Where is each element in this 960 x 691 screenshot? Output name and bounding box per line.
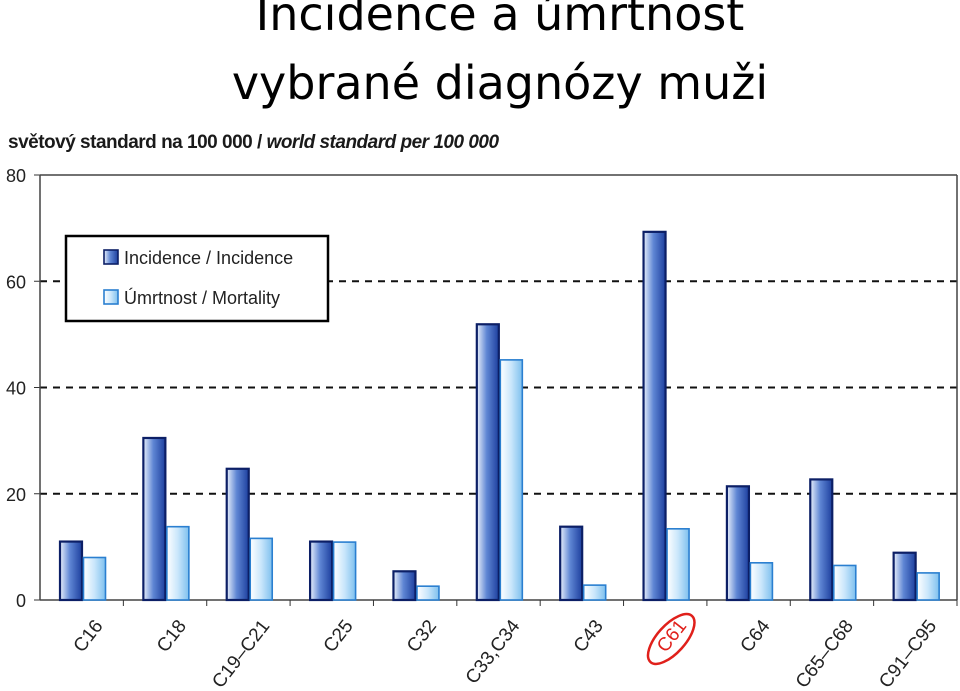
y-tick-label: 40 xyxy=(6,379,26,399)
bars xyxy=(58,230,940,602)
legend-label: Incidence / Incidence xyxy=(124,248,293,268)
y-tick-label: 80 xyxy=(6,166,26,186)
incidence-bar-C18 xyxy=(142,436,167,602)
mortality-bar-C18 xyxy=(166,525,190,601)
y-tick-label: 0 xyxy=(16,591,26,611)
mortality-bar-C32 xyxy=(416,585,440,601)
x-category-label: C19–C21 xyxy=(208,616,274,691)
legend-label: Úmrtnost / Mortality xyxy=(124,287,280,308)
legend-swatch xyxy=(103,289,119,305)
highlight-circle xyxy=(646,612,696,666)
chart-title-line1: Incidence a úmrtnost xyxy=(255,0,745,41)
mortality-bar-C33,C34 xyxy=(499,359,524,601)
incidence-bar-C32 xyxy=(392,570,417,602)
x-category-label: C43 xyxy=(570,616,608,656)
mortality-bar-C61 xyxy=(666,528,690,601)
mortality-bar-C65–C68 xyxy=(832,564,857,601)
incidence-bar-C16 xyxy=(58,540,84,602)
mortality-bar-C19–C21 xyxy=(249,537,274,601)
chart-subtitle: světový standard na 100 000 / world stan… xyxy=(8,132,499,154)
x-category-label: C33,C34 xyxy=(462,616,525,688)
x-category-label: C65–C68 xyxy=(792,616,858,691)
x-category-label: C61 xyxy=(653,616,691,656)
mortality-bar-C91–C95 xyxy=(916,572,940,601)
mortality-bar-C64 xyxy=(749,562,774,601)
mortality-bar-C43 xyxy=(582,584,607,601)
legend-swatch xyxy=(103,249,119,265)
x-category-label: C18 xyxy=(153,616,191,656)
mortality-bar-C16 xyxy=(82,556,107,601)
x-category-label: C16 xyxy=(70,616,108,656)
legend: Incidence / Incidence Úmrtnost / Mortalit… xyxy=(64,234,330,323)
incidence-bar-C25 xyxy=(308,540,334,602)
x-category-label: C64 xyxy=(737,616,775,657)
y-tick-label: 60 xyxy=(6,272,26,292)
incidence-bar-C91–C95 xyxy=(892,551,917,602)
x-category-label: C32 xyxy=(403,616,441,656)
y-tick-label: 20 xyxy=(6,485,26,505)
x-category-label: C25 xyxy=(320,616,358,656)
incidence-bar-C61 xyxy=(642,230,667,602)
incidence-bar-C65–C68 xyxy=(809,478,834,602)
subtitle-czech: světový standard na 100 000 / xyxy=(8,132,267,153)
incidence-bar-C43 xyxy=(559,525,584,602)
x-category-label: C91–C95 xyxy=(875,616,941,691)
chart-title-line2: vybrané diagnózy muži xyxy=(231,56,769,110)
incidence-bar-C33,C34 xyxy=(475,323,500,602)
mortality-bar-C25 xyxy=(332,541,357,601)
incidence-bar-C64 xyxy=(725,485,751,602)
incidence-bar-C19–C21 xyxy=(225,467,250,602)
subtitle-english: world standard per 100 000 xyxy=(266,132,500,153)
